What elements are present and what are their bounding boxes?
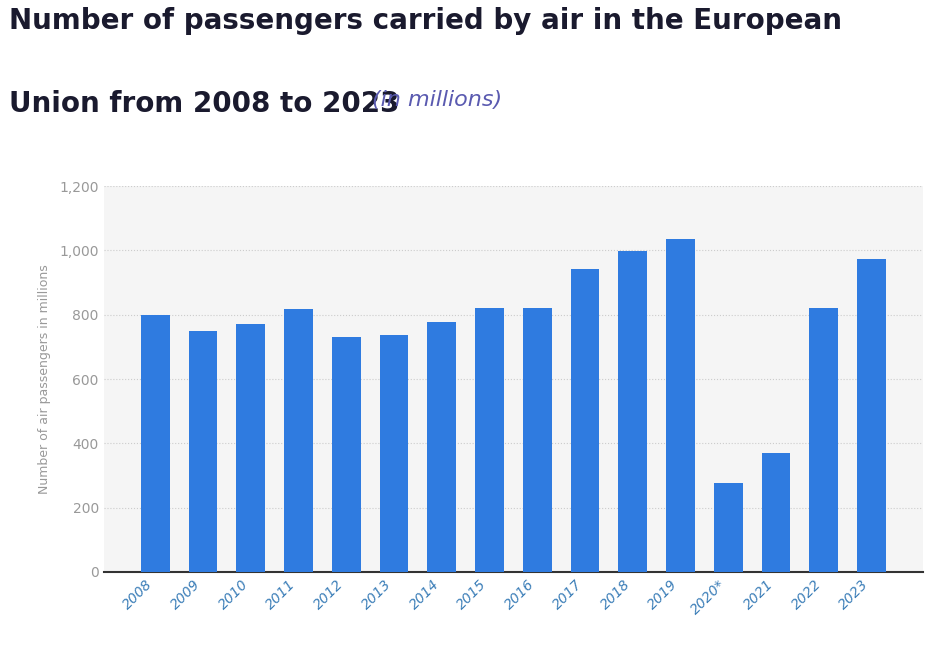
Bar [236,325,265,572]
Bar [188,331,218,572]
Bar [619,251,647,572]
Bar [523,309,552,572]
Bar [666,239,695,572]
Y-axis label: Number of air passengers in millions: Number of air passengers in millions [38,264,51,494]
Bar [762,453,790,572]
Bar [428,322,456,572]
Bar [284,309,313,572]
Bar [380,335,408,572]
Bar [141,315,170,572]
Bar [714,483,742,572]
Bar [571,269,599,572]
Bar [475,309,504,572]
Text: Union from 2008 to 2023: Union from 2008 to 2023 [9,90,410,118]
Bar [809,309,838,572]
Bar [857,259,885,572]
Text: (in millions): (in millions) [372,90,502,110]
Bar [332,337,361,572]
Text: Number of passengers carried by air in the European: Number of passengers carried by air in t… [9,7,842,35]
